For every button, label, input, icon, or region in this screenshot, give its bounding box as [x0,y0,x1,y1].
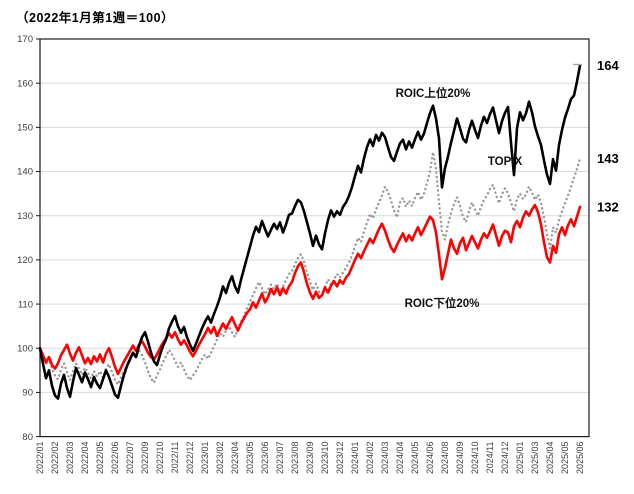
y-axis-label: 90 [22,388,33,399]
x-axis-label: 2023/12 [335,442,345,475]
x-axis-label: 2022/04 [80,442,90,475]
x-axis-label: 2022/07 [125,442,135,475]
x-axis-label: 2022/03 [65,442,75,475]
x-axis-label: 2023/07 [275,442,285,475]
x-axis-label: 2024/08 [440,442,450,475]
x-axis-label: 2022/06 [110,442,120,475]
x-axis-label: 2024/11 [485,442,495,474]
x-axis-label: 2024/05 [410,442,420,475]
x-axis-label: 2022/02 [50,442,60,475]
y-axis-label: 150 [17,123,33,134]
x-axis-label: 2024/09 [455,442,465,475]
end-value-label: 132 [597,199,619,214]
series-line-roic-top20 [38,64,582,400]
x-axis-label: 2024/12 [500,442,510,475]
series-line-topix [38,150,582,386]
y-axis-label: 160 [17,78,33,89]
x-axis-label: 2025/01 [515,442,525,475]
y-axis-label: 110 [18,299,33,310]
y-axis-label: 170 [17,34,33,45]
x-axis-label: 2023/01 [200,442,210,475]
x-axis-label: 2022/01 [35,442,45,475]
end-value-label: 164 [597,58,619,73]
x-axis-label: 2023/04 [230,442,240,475]
y-axis-label: 80 [22,432,33,443]
x-axis-label: 2025/03 [530,442,540,475]
series-name-label: TOPIX [488,156,523,168]
end-value-label: 143 [597,151,619,166]
x-axis-label: 2025/06 [575,442,585,475]
x-axis-label: 2023/06 [260,442,270,475]
x-axis-label: 2024/10 [470,442,480,475]
x-axis-label: 2023/02 [215,442,225,475]
x-axis-label: 2025/04 [545,442,555,475]
x-axis-label: 2024/06 [425,442,435,475]
x-axis-label: 2023/08 [290,442,300,475]
x-axis-label: 2024/04 [395,442,405,475]
x-axis-label: 2022/10 [155,442,165,475]
x-axis-label: 2024/03 [380,442,390,475]
x-axis-label: 2023/10 [320,442,330,475]
series-name-label: ROIC下位20% [405,296,480,310]
y-axis-label: 100 [17,343,33,354]
chart-title: （2022年1月第1週＝100） [16,11,175,25]
x-axis-label: 2025/05 [560,442,570,475]
x-axis-label: 2022/11 [170,442,180,474]
x-axis-label: 2024/01 [350,442,360,475]
x-axis-label: 2023/09 [305,442,315,475]
plot-border [39,38,590,438]
y-axis-label: 140 [17,167,33,178]
y-axis-label: 120 [17,255,33,266]
x-axis-label: 2022/09 [140,442,150,475]
x-axis-label: 2023/05 [245,442,255,475]
x-axis-label: 2024/02 [365,442,375,475]
series-line-roic-bottom20 [38,203,582,376]
y-axis-label: 130 [17,211,33,222]
x-axis-label: 2022/12 [185,442,195,475]
x-axis-label: 2022/05 [95,442,105,475]
series-name-label: ROIC上位20% [396,86,471,100]
